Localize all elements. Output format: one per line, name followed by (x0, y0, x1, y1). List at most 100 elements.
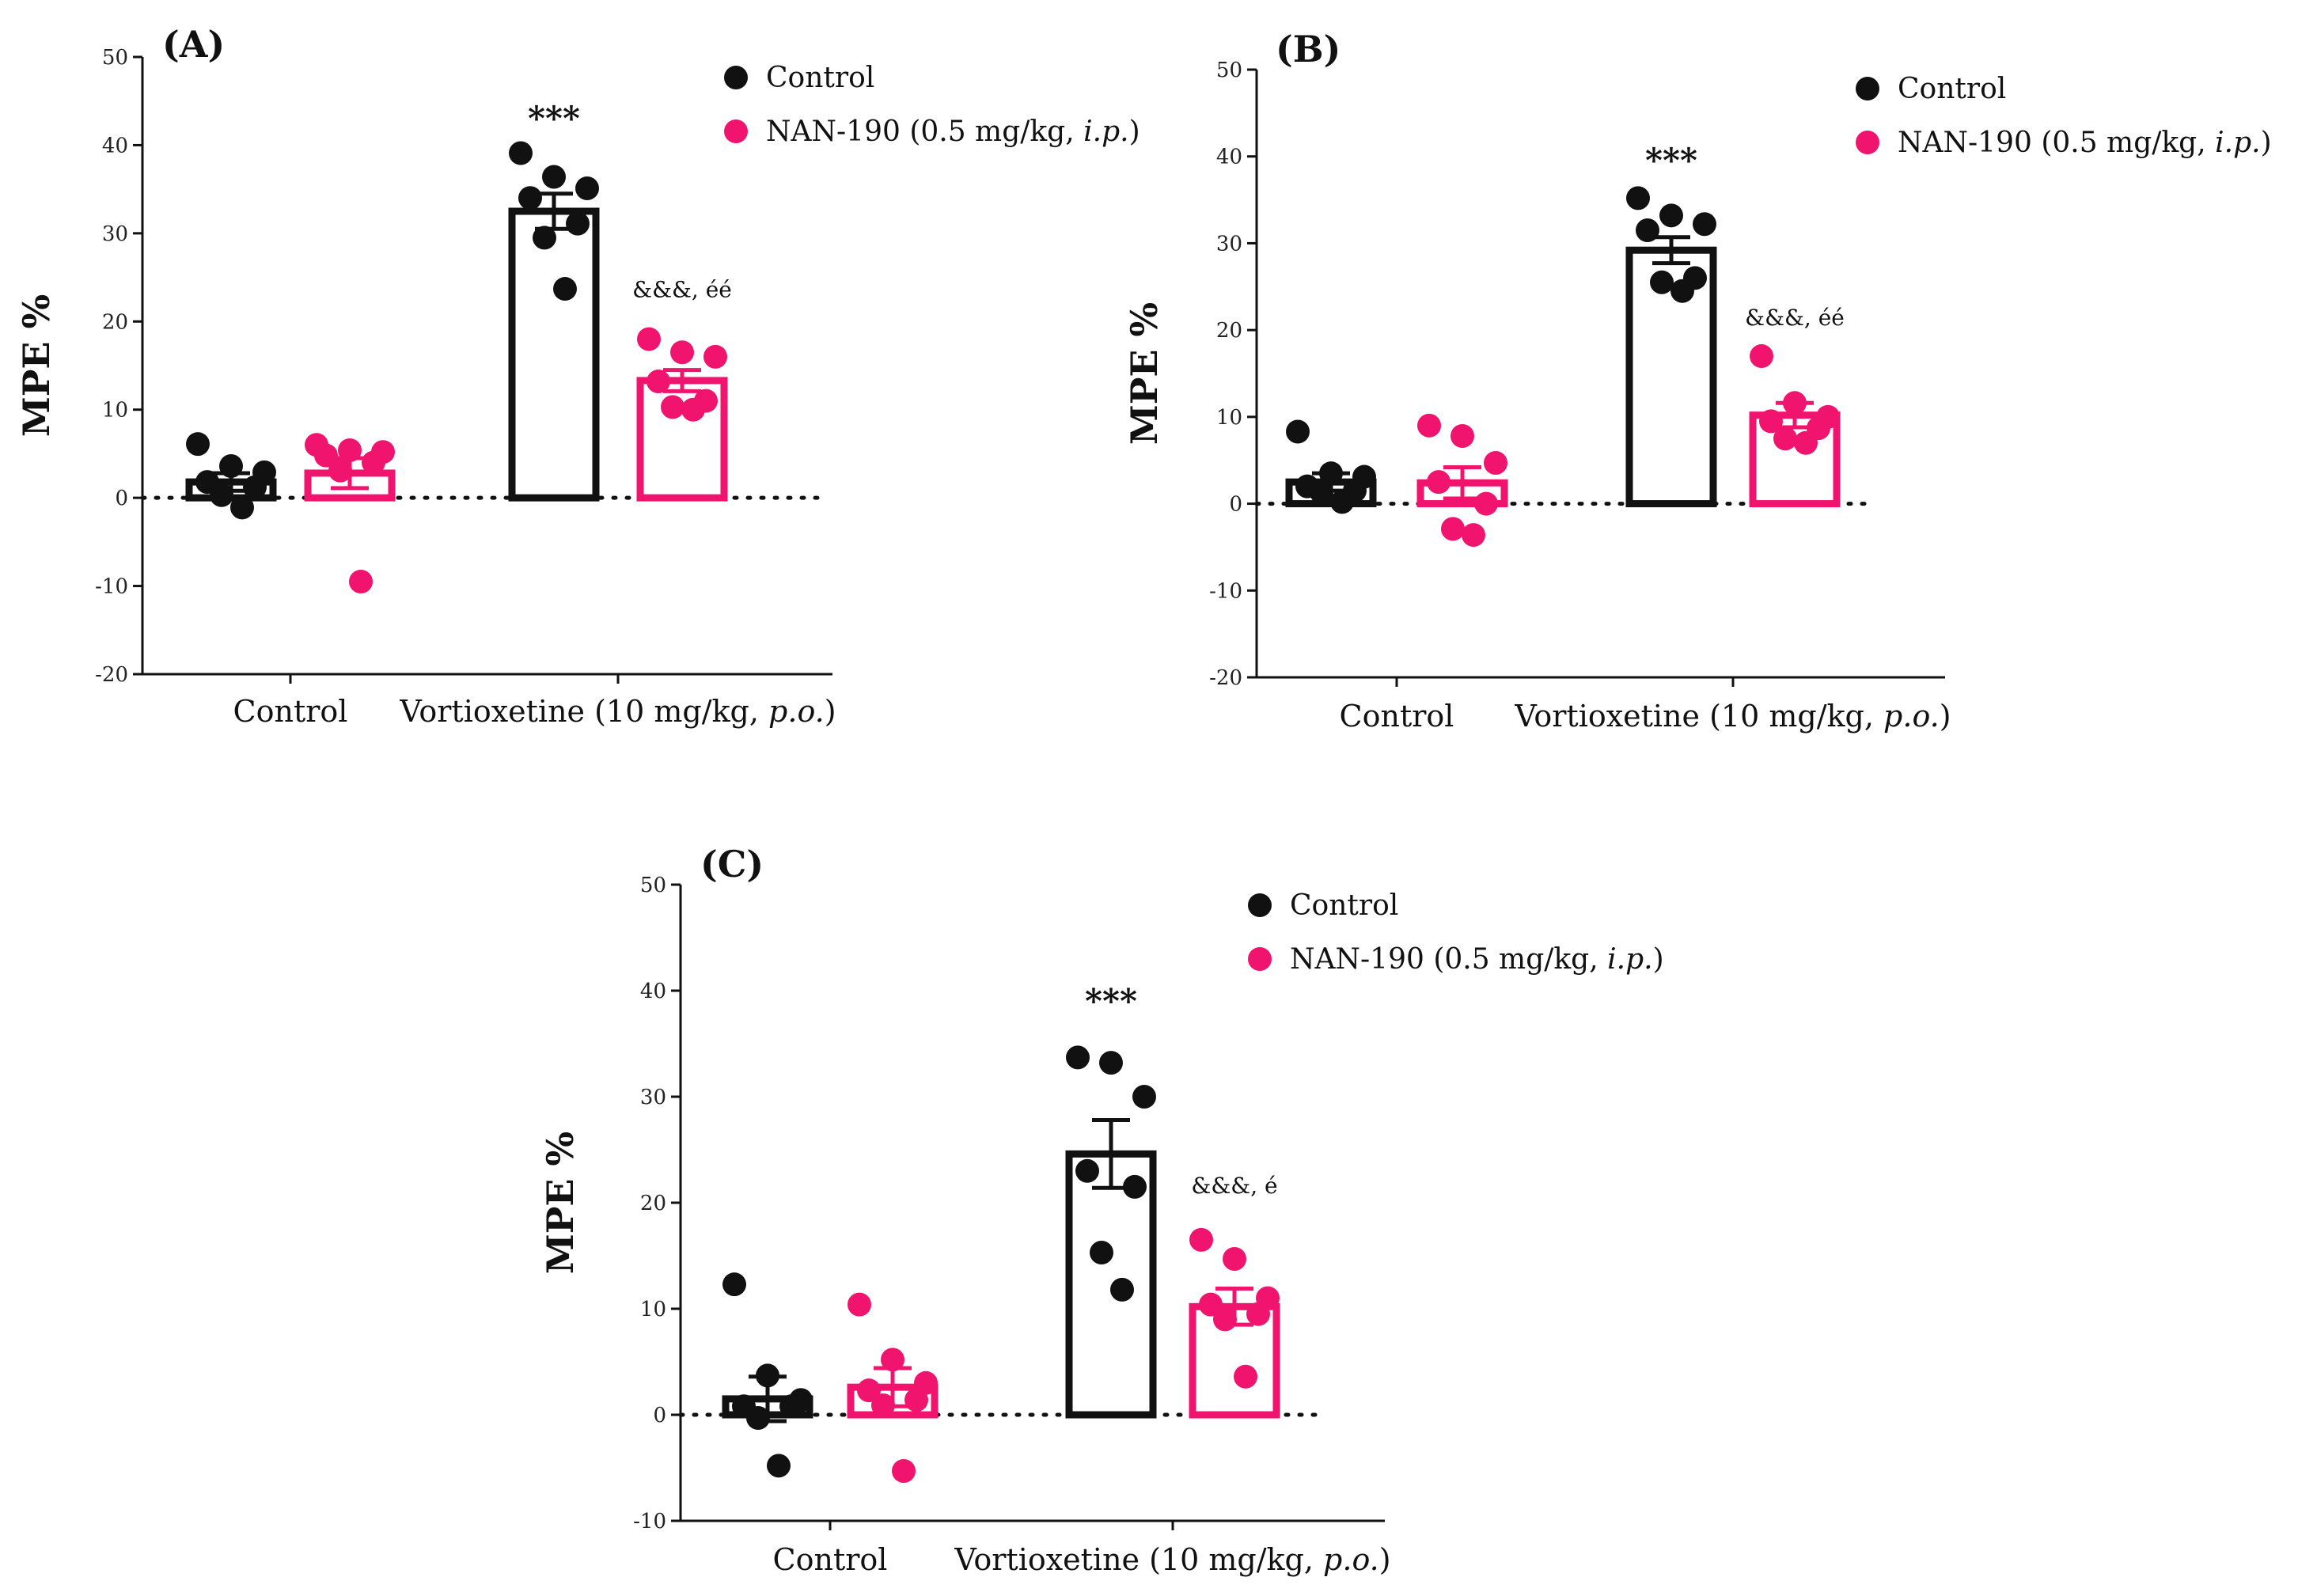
data-point-nan190 (1441, 517, 1465, 541)
data-point-nan190 (314, 443, 338, 468)
legend-label-nan190-plain: NAN-190 (0.5 mg/kg, (1898, 127, 2215, 159)
data-point-nan190 (349, 570, 373, 593)
data-point-nan190 (1750, 344, 1773, 369)
data-point-nan190 (1759, 409, 1783, 434)
y-tick-label: 10 (102, 399, 128, 423)
category-label: Vortioxetine (10 mg/kg, p.o.) (399, 694, 836, 729)
data-point-nan190 (661, 395, 684, 419)
data-point-nan190 (670, 340, 694, 365)
data-point-control (1693, 212, 1716, 237)
category-label: Control (1340, 699, 1454, 734)
data-point-nan190 (1199, 1292, 1223, 1317)
data-point-control (746, 1406, 770, 1431)
data-point-control (230, 495, 254, 520)
y-tick-label: 0 (1229, 493, 1242, 517)
data-point-control (566, 211, 590, 236)
legend-label-control-plain: Control (1898, 73, 2006, 105)
legend-marker-control (1248, 893, 1272, 917)
legend-label-control: Control (1898, 73, 2006, 105)
data-point-control (533, 226, 556, 250)
data-point-nan190 (1450, 423, 1474, 448)
y-tick-label: -10 (95, 575, 128, 599)
data-point-control (186, 432, 210, 457)
data-point-nan190 (1773, 426, 1797, 451)
panel-label: (C) (700, 843, 764, 885)
data-point-nan190 (1484, 451, 1507, 476)
data-point-nan190 (1474, 491, 1498, 516)
y-tick-label: -10 (1209, 579, 1242, 603)
data-point-nan190 (1794, 430, 1818, 455)
y-axis-title: MPE % (1123, 302, 1166, 445)
y-tick-label: 10 (640, 1298, 666, 1321)
data-point-control (1110, 1277, 1134, 1302)
y-tick-label: 40 (102, 134, 128, 157)
significance-annotation: &&&, éé (1745, 305, 1845, 331)
data-point-nan190 (1234, 1364, 1257, 1389)
legend-label-nan190-plain: NAN-190 (0.5 mg/kg, (1290, 943, 1607, 976)
data-point-control (1330, 490, 1354, 514)
data-point-nan190 (904, 1388, 928, 1412)
data-point-nan190 (1427, 470, 1450, 495)
legend-label-nan190-italic: i.p. (1607, 943, 1652, 976)
y-tick-label: 50 (1216, 59, 1242, 82)
legend-label-nan190: NAN-190 (0.5 mg/kg, i.p.) (1290, 943, 1664, 976)
panel-b: (B) 50 40 30 20 10 0 -10 -20 MPE % Control Vortioxe… (1123, 28, 2272, 734)
data-point-control (210, 483, 233, 507)
panel-a: (A) 50 40 30 20 10 0 -10 -20 MPE % Control Vortioxe… (15, 23, 1140, 729)
data-point-control (1636, 218, 1659, 242)
y-tick-label: 30 (1216, 232, 1242, 256)
y-tick-label: 10 (1216, 406, 1242, 430)
data-point-control (1659, 203, 1683, 228)
data-point-nan190 (1783, 391, 1807, 415)
category-label: Control (233, 694, 348, 729)
category-label-plain: Vortioxetine (10 mg/kg, (954, 1542, 1323, 1577)
category-label-close: ) (1940, 699, 1951, 734)
data-point-control (722, 1272, 746, 1297)
category-label-close: ) (1379, 1542, 1391, 1577)
legend-label-nan190-italic: i.p. (2215, 127, 2260, 159)
data-point-control (509, 141, 533, 165)
data-point-nan190 (362, 450, 385, 475)
data-point-control (756, 1363, 779, 1388)
category-label: Vortioxetine (10 mg/kg, p.o.) (954, 1542, 1390, 1577)
data-point-nan190 (857, 1378, 881, 1403)
y-tick-label: -20 (1209, 666, 1242, 690)
y-tick-label: 0 (115, 487, 128, 510)
data-point-control (1319, 461, 1343, 486)
legend-label-nan190-plain: NAN-190 (0.5 mg/kg, (766, 116, 1083, 148)
y-tick-label: 0 (653, 1404, 666, 1427)
category-label-italic: p.o. (1883, 699, 1940, 734)
data-point-control (1626, 186, 1650, 210)
y-axis-title: MPE % (15, 294, 58, 437)
y-tick-label: 20 (640, 1192, 666, 1215)
legend-marker-nan190 (724, 119, 748, 143)
category-label-plain: Control (1340, 699, 1454, 734)
panel-c: (C) 50 40 30 20 10 0 -10 MPE % Control Vortioxetin… (539, 843, 1664, 1577)
data-point-nan190 (647, 370, 670, 394)
legend-marker-control (1856, 77, 1879, 100)
category-label-italic: p.o. (768, 694, 825, 729)
category-label-plain: Vortioxetine (10 mg/kg, (1514, 699, 1883, 734)
legend-label-nan190-italic: i.p. (1083, 116, 1128, 148)
y-tick-label: 50 (640, 874, 666, 897)
data-point-control (542, 165, 566, 189)
data-point-control (553, 277, 577, 301)
significance-stars: *** (1645, 141, 1697, 180)
data-point-control (1090, 1240, 1113, 1264)
bar-control-vortioxetine (508, 207, 600, 502)
data-point-control (1099, 1051, 1123, 1075)
category-label-plain: Control (233, 694, 348, 729)
data-point-control (575, 176, 599, 201)
data-point-nan190 (338, 438, 362, 462)
y-tick-label: 50 (102, 46, 128, 70)
data-point-control (1132, 1085, 1156, 1109)
y-tick-label: 40 (640, 980, 666, 1003)
legend-label-control-plain: Control (766, 62, 874, 94)
significance-stars: *** (528, 99, 580, 138)
panel-label: (A) (162, 23, 225, 66)
y-tick-label: 30 (102, 222, 128, 246)
legend-label-nan190-close: ) (1129, 116, 1140, 148)
data-point-control (518, 186, 542, 210)
y-tick-label: 20 (102, 310, 128, 334)
